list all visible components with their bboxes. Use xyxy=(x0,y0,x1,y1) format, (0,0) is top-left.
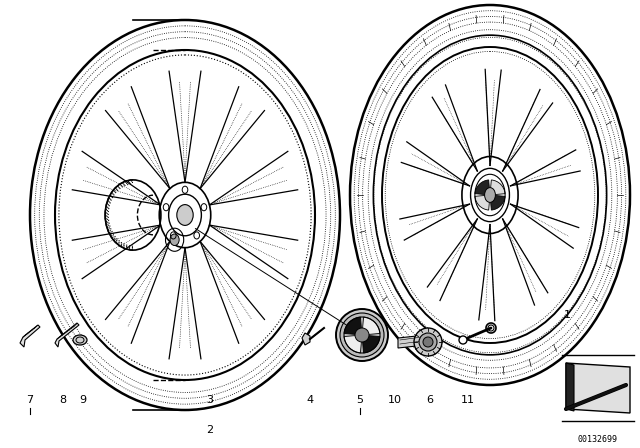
Text: 00132699: 00132699 xyxy=(578,435,618,444)
Ellipse shape xyxy=(423,337,433,347)
Polygon shape xyxy=(55,323,79,347)
Wedge shape xyxy=(362,335,380,353)
Text: 8: 8 xyxy=(60,395,67,405)
Text: 6: 6 xyxy=(426,395,433,405)
Text: 4: 4 xyxy=(307,395,314,405)
Text: 5: 5 xyxy=(356,395,364,405)
Wedge shape xyxy=(475,180,490,195)
Wedge shape xyxy=(490,180,505,195)
Text: 11: 11 xyxy=(461,395,475,405)
Ellipse shape xyxy=(355,328,369,342)
Ellipse shape xyxy=(459,336,467,344)
Text: 7: 7 xyxy=(26,395,33,405)
Polygon shape xyxy=(398,335,426,348)
Wedge shape xyxy=(362,317,380,335)
Polygon shape xyxy=(566,363,630,413)
Text: 3: 3 xyxy=(207,395,214,405)
Text: 10: 10 xyxy=(388,395,402,405)
Ellipse shape xyxy=(484,188,495,202)
Polygon shape xyxy=(566,363,574,411)
Wedge shape xyxy=(344,335,362,353)
Ellipse shape xyxy=(340,313,384,357)
Ellipse shape xyxy=(336,309,388,361)
Text: 9: 9 xyxy=(79,395,86,405)
Wedge shape xyxy=(490,195,505,210)
Wedge shape xyxy=(344,317,362,335)
Text: 1: 1 xyxy=(563,310,570,320)
Ellipse shape xyxy=(419,333,437,351)
Ellipse shape xyxy=(170,234,179,246)
Wedge shape xyxy=(475,195,490,210)
Polygon shape xyxy=(302,333,310,345)
Ellipse shape xyxy=(73,335,87,345)
Polygon shape xyxy=(20,325,40,347)
Text: 2: 2 xyxy=(207,425,214,435)
Ellipse shape xyxy=(414,328,442,356)
Ellipse shape xyxy=(177,205,193,225)
